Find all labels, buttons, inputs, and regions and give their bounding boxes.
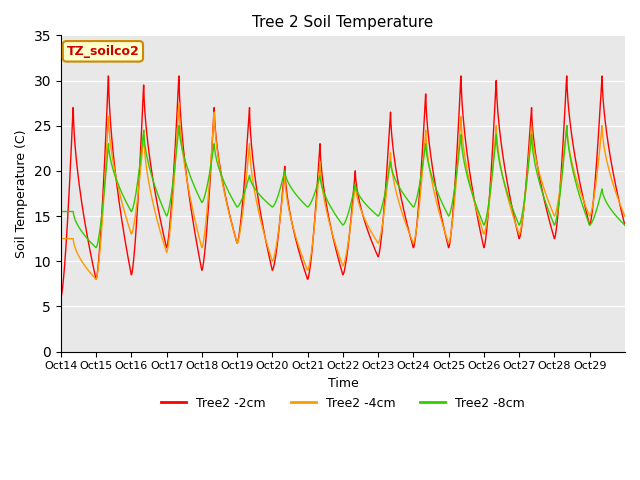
Tree2 -2cm — [465, 164, 473, 170]
Tree2 -8cm — [173, 147, 180, 153]
Tree2 -8cm — [175, 123, 182, 129]
Tree2 -2cm — [615, 196, 623, 202]
Tree2 -2cm — [621, 222, 628, 228]
Tree2 -4cm — [501, 184, 509, 190]
Legend: Tree2 -2cm, Tree2 -4cm, Tree2 -8cm: Tree2 -2cm, Tree2 -4cm, Tree2 -8cm — [156, 392, 530, 415]
Tree2 -8cm — [415, 182, 423, 188]
Tree2 -8cm — [501, 183, 509, 189]
Tree2 -8cm — [92, 245, 100, 251]
Tree2 -4cm — [175, 100, 182, 106]
Tree2 -2cm — [173, 119, 180, 125]
X-axis label: Time: Time — [328, 377, 358, 390]
Tree2 -4cm — [415, 201, 423, 207]
Tree2 -2cm — [501, 166, 509, 172]
Tree2 -2cm — [57, 294, 65, 300]
Y-axis label: Soil Temperature (C): Soil Temperature (C) — [15, 129, 28, 258]
Tree2 -2cm — [104, 73, 112, 79]
Tree2 -8cm — [57, 209, 65, 215]
Tree2 -2cm — [415, 194, 423, 200]
Tree2 -4cm — [57, 236, 65, 241]
Tree2 -4cm — [621, 213, 628, 219]
Line: Tree2 -2cm: Tree2 -2cm — [61, 76, 625, 297]
Line: Tree2 -4cm: Tree2 -4cm — [61, 103, 625, 279]
Tree2 -4cm — [173, 140, 180, 146]
Text: TZ_soilco2: TZ_soilco2 — [67, 45, 140, 58]
Tree2 -4cm — [535, 169, 543, 175]
Tree2 -4cm — [615, 198, 623, 204]
Tree2 -8cm — [615, 216, 623, 222]
Tree2 -8cm — [621, 222, 628, 228]
Tree2 -4cm — [92, 276, 100, 282]
Tree2 -8cm — [535, 178, 543, 184]
Line: Tree2 -8cm: Tree2 -8cm — [61, 126, 625, 248]
Title: Tree 2 Soil Temperature: Tree 2 Soil Temperature — [252, 15, 433, 30]
Tree2 -4cm — [465, 177, 473, 183]
Tree2 -2cm — [535, 170, 543, 176]
Tree2 -8cm — [465, 180, 473, 186]
